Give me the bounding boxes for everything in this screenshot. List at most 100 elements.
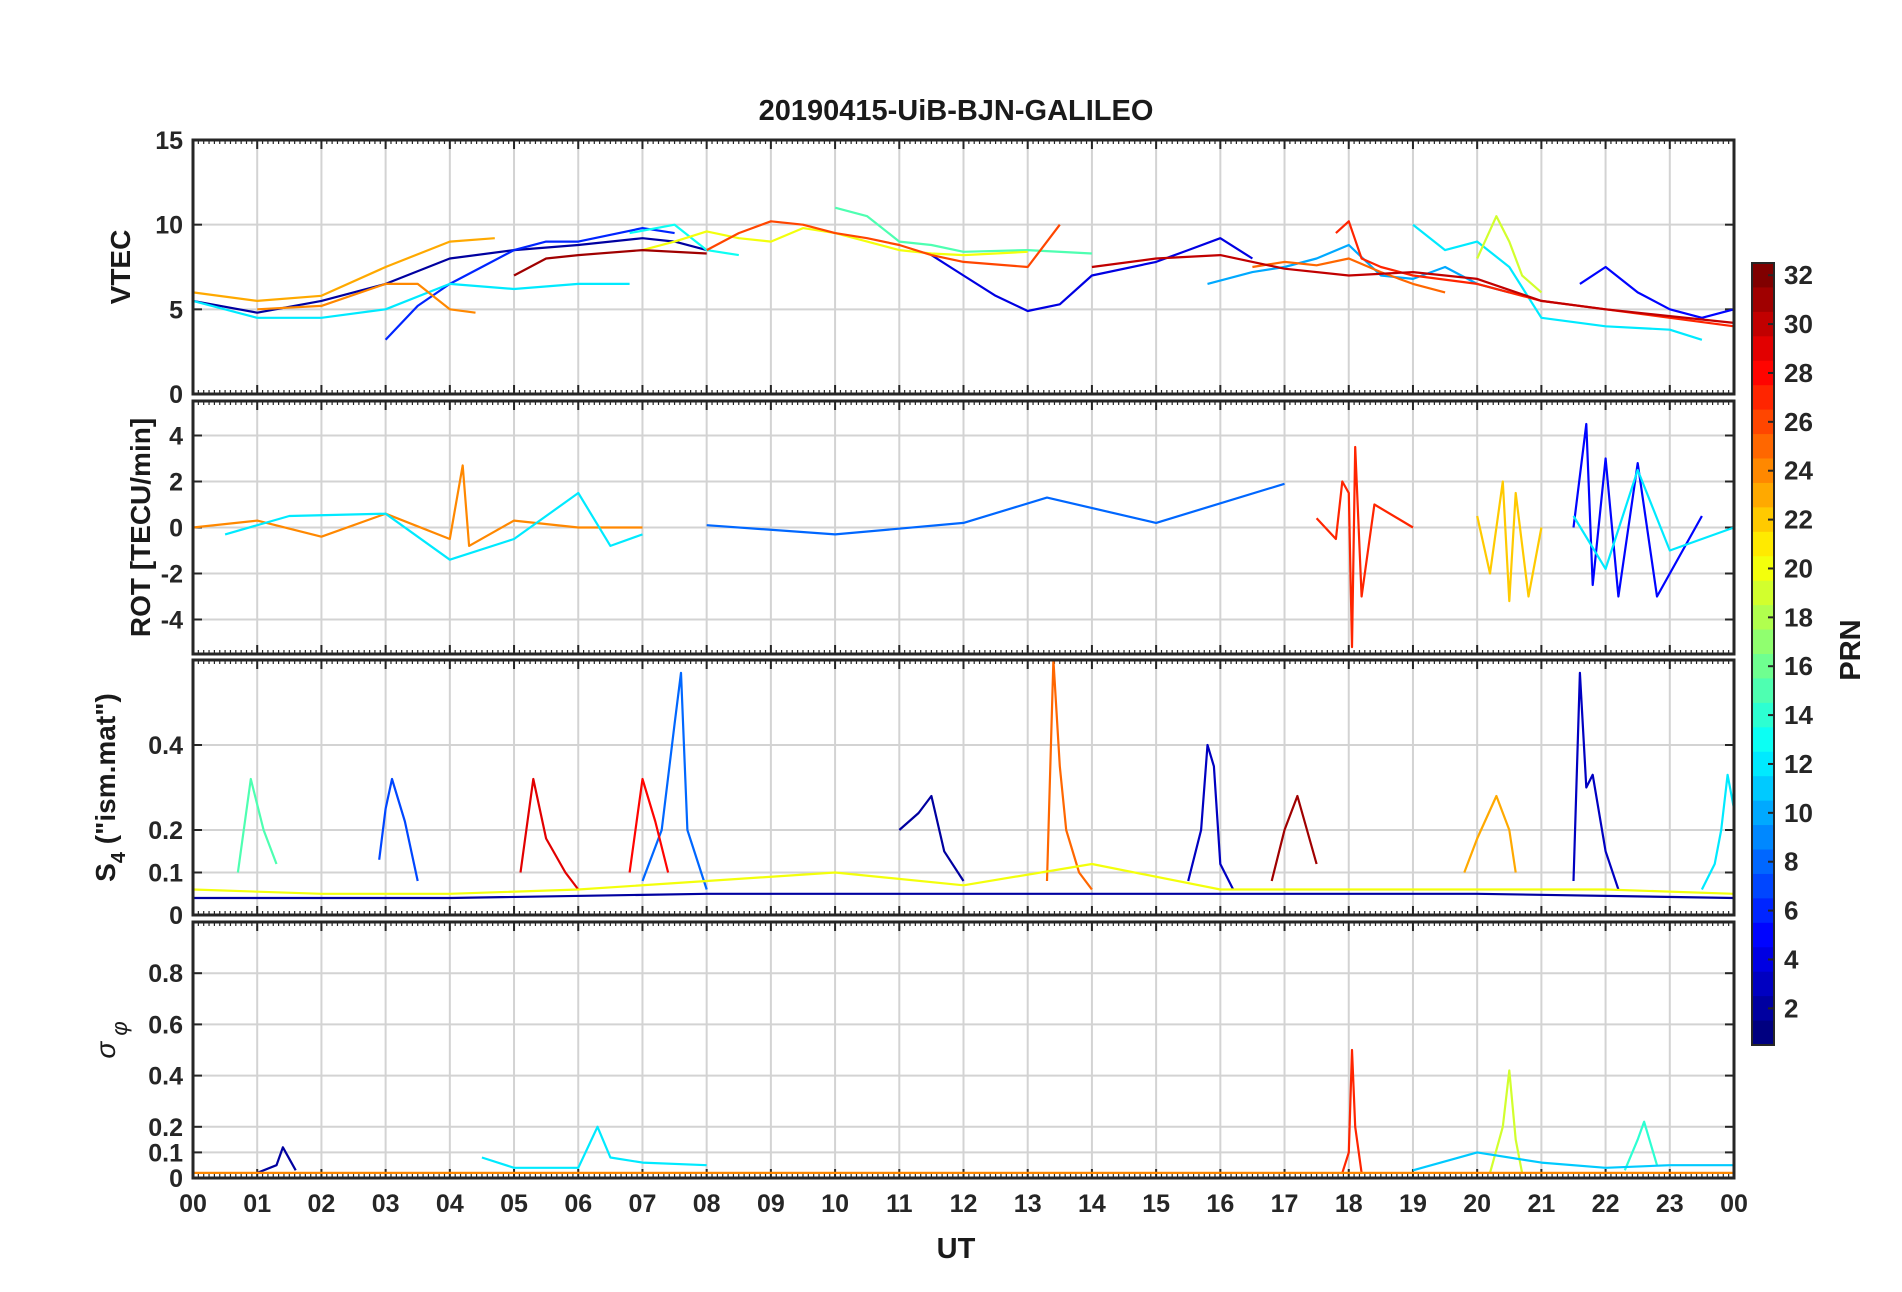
series-line-prn-22 <box>1476 480 1543 603</box>
colorbar-tick-label: 32 <box>1784 260 1813 290</box>
colorbar-band <box>1752 825 1774 850</box>
series-line-prn-2 <box>256 1146 297 1174</box>
series-line-prn-27 <box>1315 445 1414 649</box>
colorbar-band <box>1752 751 1774 777</box>
series-line-prn-12 <box>192 282 630 319</box>
tick-label-y: -4 <box>161 607 183 635</box>
x-axis-label: UT <box>937 1233 976 1265</box>
colorbar-tick-label: 20 <box>1784 553 1813 583</box>
series-line-prn-31 <box>1270 794 1318 882</box>
tick-label-y: 0.4 <box>148 1063 183 1091</box>
colorbar-band <box>1752 702 1774 728</box>
y-axis-label: S4 ("ism.mat") <box>90 693 130 882</box>
colorbar-band <box>1752 947 1774 973</box>
colorbar-band <box>1752 605 1774 631</box>
colorbar-band <box>1752 385 1774 411</box>
series-line-prn-27 <box>1341 1048 1363 1174</box>
tick-label-x: 19 <box>1399 1190 1427 1218</box>
colorbar-tick-label: 30 <box>1784 309 1813 339</box>
series-line-prn-8 <box>706 482 1285 536</box>
tick-label-y: 0 <box>169 381 183 409</box>
tick-label-y: 0.8 <box>148 960 183 988</box>
colorbar-band <box>1752 263 1774 288</box>
colorbar-tick-label: 8 <box>1784 847 1798 877</box>
colorbar-band <box>1752 1020 1774 1046</box>
series-line-prn-20 <box>192 862 1735 895</box>
colorbar-frame <box>1751 262 1775 1046</box>
axes-frame <box>191 920 1736 1180</box>
colorbar-tick-label: 22 <box>1784 505 1813 535</box>
series-line-prn-30 <box>1091 254 1735 324</box>
series-line-prn-12 <box>224 491 643 561</box>
tick-label-x: 18 <box>1335 1190 1363 1218</box>
tick-label-x: 00 <box>179 1190 207 1218</box>
tick-label-x: 06 <box>564 1190 592 1218</box>
series-line-prn-5 <box>1572 422 1703 598</box>
colorbar-band <box>1752 800 1774 826</box>
tick-label-y: 0 <box>169 1165 183 1193</box>
panel-rot: -4 -2 0 2 4 ROT [TECU/min] <box>125 399 1736 656</box>
series-line-prn-12 <box>1700 773 1736 890</box>
series-line-prn-12 <box>1572 468 1735 570</box>
colorbar-tick-label: 4 <box>1784 944 1799 974</box>
tick-label-x: 04 <box>436 1190 464 1218</box>
colorbar-band <box>1752 996 1774 1022</box>
series-line-prn-19 <box>1476 215 1543 294</box>
series-line-prn-11 <box>1412 1151 1734 1172</box>
colorbar-band <box>1752 482 1774 508</box>
colorbar-band <box>1752 580 1774 606</box>
colorbar-band <box>1752 654 1774 679</box>
colorbar-tick-label: 10 <box>1784 798 1813 828</box>
tick-label-y: 0.1 <box>148 1139 183 1167</box>
tick-label-y: 4 <box>169 423 183 451</box>
tick-label-y: 0 <box>169 515 183 543</box>
tick-label-y: 10 <box>155 212 183 240</box>
colorbar-band <box>1752 849 1774 875</box>
tick-label-x: 05 <box>500 1190 528 1218</box>
panel-sigma_phi: 00.10.2 0.4 0.6 0.8 σ φ 00 01 02 03 04 05 06 07 08 09 1… <box>90 920 1748 1218</box>
colorbar-band <box>1752 531 1774 557</box>
tick-label-x: 22 <box>1592 1190 1620 1218</box>
axes-frame <box>191 658 1736 917</box>
tick-label-y: 0.2 <box>148 1114 183 1142</box>
colorbar-band <box>1752 336 1774 362</box>
tick-label-x: 10 <box>821 1190 849 1218</box>
colorbar-tick-label: 6 <box>1784 896 1798 926</box>
tick-label-y: 0.1 <box>148 860 183 888</box>
series-line-prn-2 <box>898 794 965 882</box>
colorbar-tick-label: 24 <box>1784 456 1813 486</box>
colorbar-band <box>1752 360 1774 386</box>
tick-label-x: 17 <box>1271 1190 1299 1218</box>
tick-label-x: 13 <box>1014 1190 1042 1218</box>
tick-label-x: 15 <box>1142 1190 1170 1218</box>
tick-label-x: 02 <box>308 1190 336 1218</box>
series-line-prn-25 <box>1045 658 1093 891</box>
series-line-prn-3 <box>1187 743 1235 890</box>
series-line-prn-15 <box>834 206 1092 255</box>
y-axis-label: ROT [TECU/min] <box>125 418 156 637</box>
series-line-prn-26 <box>706 220 1061 269</box>
series-line-prn-24 <box>192 464 643 547</box>
colorbar-tick-label: 12 <box>1784 749 1813 779</box>
tick-label-y: 0.6 <box>148 1011 183 1039</box>
tick-label-x: 03 <box>372 1190 400 1218</box>
series-line-prn-24 <box>257 282 476 314</box>
colorbar-band <box>1752 287 1774 313</box>
tick-label-x: 20 <box>1463 1190 1491 1218</box>
colorbar-tick-label: 28 <box>1784 358 1813 388</box>
y-axis-label: VTEC <box>105 230 136 305</box>
tick-label-x: 01 <box>243 1190 271 1218</box>
tick-label-y: 0 <box>169 902 183 930</box>
series-line-prn-23 <box>1463 794 1517 873</box>
series-line-prn-7 <box>378 777 419 882</box>
tick-label-x: 00 <box>1720 1190 1748 1218</box>
tick-label-y: 15 <box>155 127 183 155</box>
series-line-prn-6 <box>384 227 675 341</box>
tick-label-x: 08 <box>693 1190 721 1218</box>
panel-s4: 0 0.1 0.2 0.4 S4 ("ism.mat") <box>90 658 1736 930</box>
colorbar-band <box>1752 898 1774 924</box>
tick-label-y: 5 <box>169 296 183 324</box>
